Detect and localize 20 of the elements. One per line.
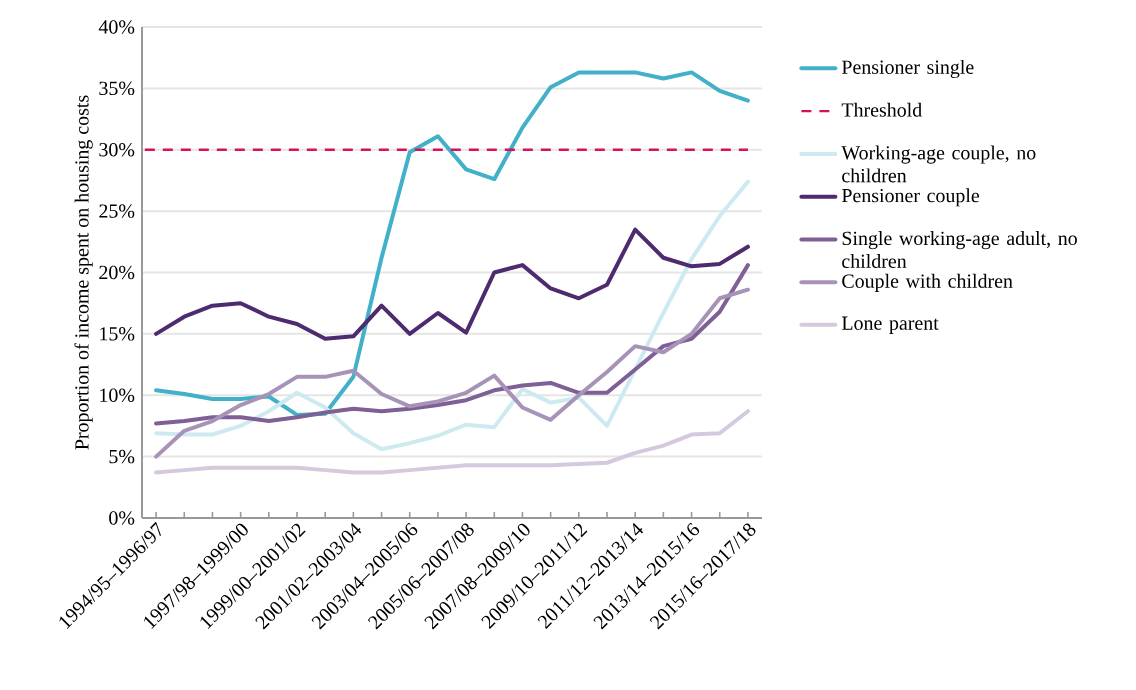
legend-label: Pensioner single [841, 59, 974, 79]
line-series [154, 263, 750, 426]
legend-label: Lone parent [841, 316, 939, 334]
line-series [154, 287, 750, 459]
y-tick-label: 20% [99, 265, 135, 280]
y-tick-label: 35% [99, 81, 135, 96]
y-axis-title: Proportion of income spent on housing costs [74, 95, 93, 450]
legend-label: Single working-age adult, no children [842, 231, 1077, 268]
line-series [154, 227, 750, 341]
legend-label: Threshold [841, 102, 922, 117]
y-tick-label: 5% [109, 449, 135, 464]
y-tick-label: 25% [99, 204, 135, 218]
y-tick-label: 40% [98, 20, 135, 34]
legend-label: Couple with children [842, 273, 1013, 292]
line-series [154, 179, 750, 452]
legend-label: Working-age couple, no children [841, 145, 1036, 183]
legend-label: Pensioner couple [841, 188, 980, 207]
y-tick-label: 15% [100, 327, 135, 341]
y-tick-label: 30% [99, 142, 135, 157]
y-tick-label: 10% [100, 388, 135, 402]
